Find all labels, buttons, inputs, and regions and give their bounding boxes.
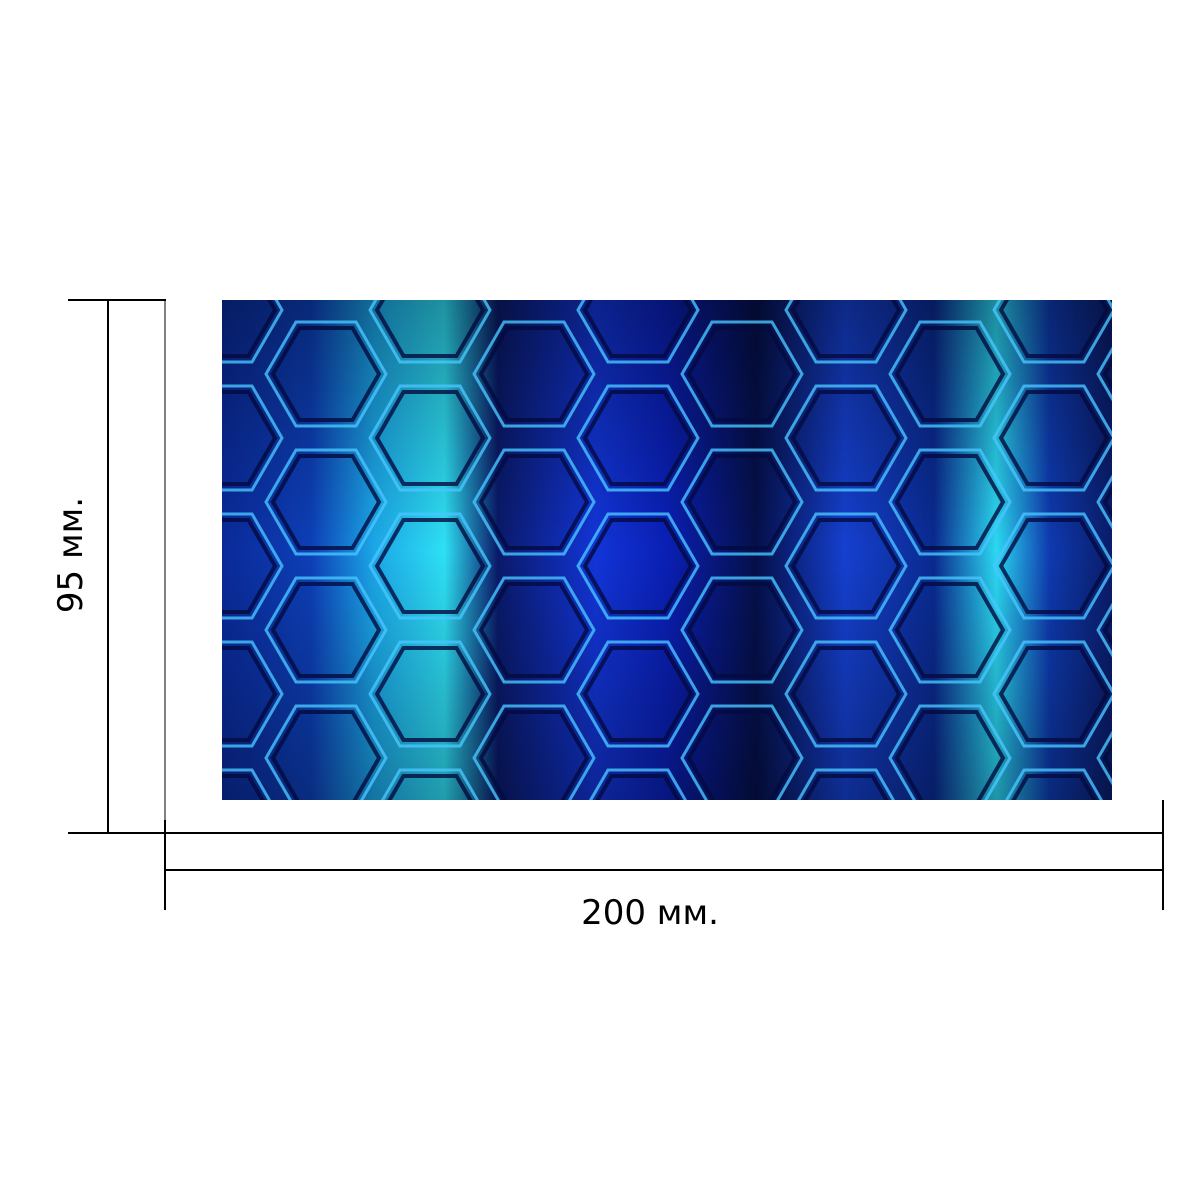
width-label: 200 мм. (581, 893, 719, 933)
height-label: 95 мм. (51, 497, 91, 613)
dimension-lines (68, 299, 1164, 910)
printed-sheet (222, 300, 1112, 800)
